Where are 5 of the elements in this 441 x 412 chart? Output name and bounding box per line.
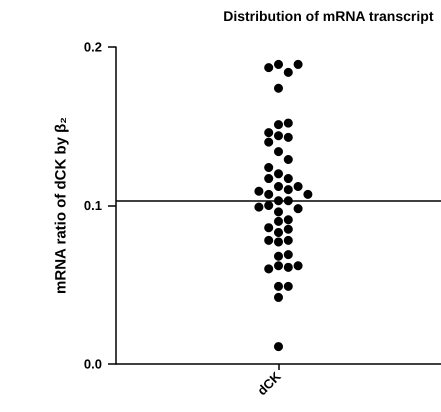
y-tick-label: 0.2	[84, 40, 102, 54]
y-axis-title: mRNA ratio of dCK by β₂	[52, 117, 70, 294]
y-tick-label: 0.1	[84, 198, 102, 213]
y-tick-label: 0.0	[84, 356, 102, 372]
chart-title: Distribution of mRNA transcript	[223, 8, 434, 24]
